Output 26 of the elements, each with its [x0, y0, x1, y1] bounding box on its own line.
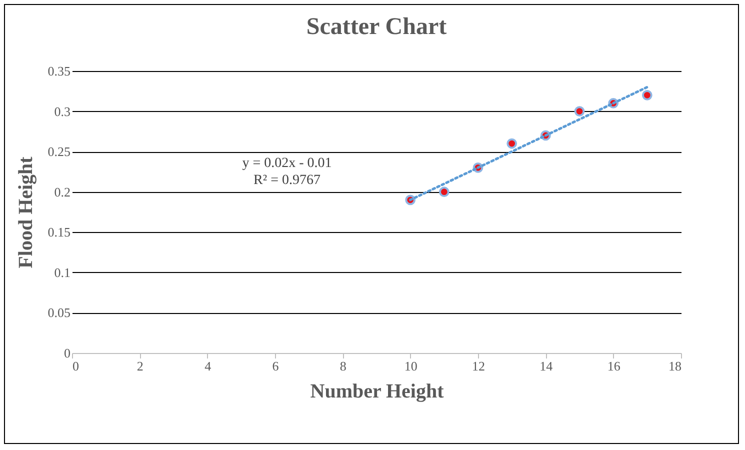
chart-title: Scatter Chart	[306, 14, 447, 40]
x-tick-label: 2	[136, 358, 144, 374]
y-axis-title: Flood Height	[14, 156, 37, 268]
point	[574, 106, 585, 116]
x-tick-label: 10	[404, 358, 418, 374]
y-tick-label: 0.35	[48, 64, 70, 78]
x-tick-label: 6	[272, 358, 280, 374]
x-tick-label: 14	[540, 358, 554, 374]
x-axis-title: Number Height	[310, 380, 444, 402]
x-tick-label: 16	[607, 358, 621, 374]
point	[438, 186, 450, 198]
y-tick-label: 0.2	[54, 184, 70, 200]
annotation: R² = 0.9767	[254, 173, 320, 188]
x-tick-label: 4	[204, 358, 212, 374]
point	[506, 138, 518, 149]
y-tick-label: 0.25	[48, 144, 70, 160]
y-tick-label: 0.05	[48, 305, 70, 320]
y-tick-label: 0.3	[54, 104, 70, 119]
x-tick-label: 12	[472, 358, 485, 374]
x-tick-label: 18	[668, 358, 682, 374]
annotation: y = 0.02x - 0.01	[242, 156, 332, 171]
y-tick-label: 0	[64, 346, 70, 360]
point	[642, 90, 652, 100]
y-tick-label: 0.1	[54, 264, 70, 280]
x-tick-label: 8	[340, 358, 346, 374]
y-tick-label: 0.15	[48, 224, 70, 240]
